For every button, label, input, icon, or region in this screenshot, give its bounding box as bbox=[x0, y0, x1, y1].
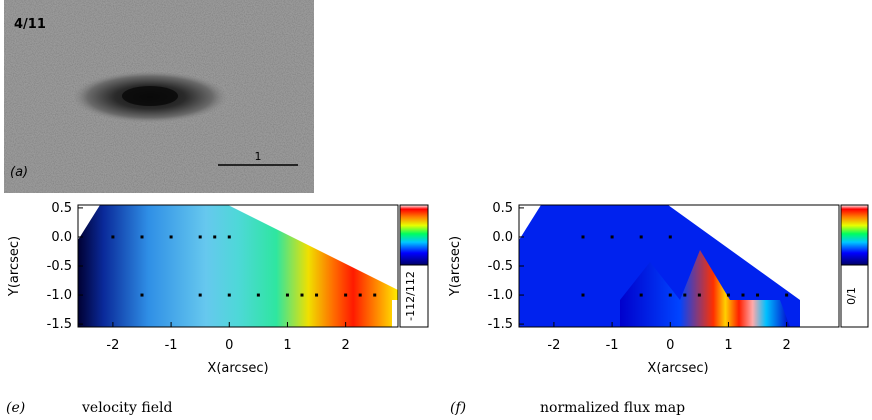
panel-e-caption: velocity field bbox=[81, 400, 173, 416]
x-tick-label: -1 bbox=[606, 338, 619, 353]
sample-point bbox=[726, 293, 730, 297]
sample-point bbox=[668, 293, 672, 297]
sample-point bbox=[198, 235, 202, 239]
panel-f-y-axis: 0.5 0.0 -0.5 -1.0 -1.5 bbox=[488, 201, 524, 332]
panel-e-colorbar-label-box bbox=[399, 264, 429, 328]
x-tick-label: 2 bbox=[341, 338, 349, 353]
sample-point bbox=[213, 235, 217, 239]
x-tick-label: -2 bbox=[106, 338, 119, 353]
panel-e-x-axis: -2 -1 0 1 2 bbox=[106, 322, 350, 353]
panel-e-label: (e) bbox=[6, 400, 25, 416]
sample-point bbox=[344, 293, 348, 297]
panel-f-colorbar-label: 0/1 bbox=[845, 287, 858, 305]
sample-point bbox=[785, 293, 789, 297]
panel-e-colorbar-label: -112/112 bbox=[404, 271, 417, 321]
mask-right bbox=[668, 205, 839, 327]
y-tick-label: -1.0 bbox=[47, 288, 72, 303]
sunspot-umbra bbox=[122, 86, 178, 106]
mask-edge bbox=[392, 300, 398, 327]
panel-f-label: (f) bbox=[450, 400, 466, 416]
panel-a-label: (a) bbox=[10, 165, 28, 180]
panel-e-colorbar bbox=[399, 204, 429, 266]
panel-f-colorbar-label-box bbox=[840, 264, 869, 328]
y-tick-label: 0.0 bbox=[51, 230, 72, 245]
sample-point bbox=[300, 293, 304, 297]
sample-point bbox=[741, 293, 745, 297]
panel-a: 4/11 (a) 1 bbox=[4, 0, 314, 193]
sample-point bbox=[610, 235, 614, 239]
x-tick-label: 1 bbox=[724, 338, 732, 353]
sample-point bbox=[198, 293, 202, 297]
x-tick-label: 2 bbox=[782, 338, 790, 353]
y-tick-label: -1.5 bbox=[488, 317, 513, 332]
panel-a-corner-text: 4/11 bbox=[14, 17, 46, 32]
y-tick-label: 0.5 bbox=[51, 201, 72, 216]
panel-f-x-axis: -2 -1 0 1 2 bbox=[547, 322, 791, 353]
y-tick-label: -1.5 bbox=[47, 317, 72, 332]
sample-point bbox=[111, 235, 115, 239]
y-tick-label: -1.0 bbox=[488, 288, 513, 303]
sample-point bbox=[358, 293, 362, 297]
sample-point bbox=[227, 235, 231, 239]
panel-e-sample-points bbox=[111, 235, 377, 297]
panel-f-xlabel: X(arcsec) bbox=[647, 361, 708, 376]
sample-point bbox=[315, 293, 319, 297]
sample-point bbox=[697, 293, 701, 297]
sample-point bbox=[639, 235, 643, 239]
sample-point bbox=[639, 293, 643, 297]
panel-e-y-axis: 0.5 0.0 -0.5 -1.0 -1.5 bbox=[47, 201, 83, 332]
sample-point bbox=[140, 235, 144, 239]
sample-point bbox=[668, 235, 672, 239]
panel-f-caption: normalized flux map bbox=[540, 400, 685, 416]
x-tick-label: -2 bbox=[547, 338, 560, 353]
sample-point bbox=[683, 293, 687, 297]
x-tick-label: 0 bbox=[666, 338, 674, 353]
sample-point bbox=[285, 293, 289, 297]
sample-point bbox=[169, 235, 173, 239]
sample-point bbox=[756, 293, 760, 297]
y-tick-label: 0.5 bbox=[492, 201, 513, 216]
panel-e: -2 -1 0 1 2 0.5 0.0 -0.5 -1.0 -1.5 X(arcsec) Y(a… bbox=[6, 201, 429, 416]
x-tick-label: -1 bbox=[165, 338, 178, 353]
y-tick-label: -0.5 bbox=[488, 259, 513, 274]
panel-f-sample-points bbox=[581, 235, 789, 297]
scale-bar-label: 1 bbox=[255, 150, 262, 163]
sample-point bbox=[581, 293, 585, 297]
flux-map-bright-region bbox=[620, 250, 790, 327]
sample-point bbox=[373, 293, 377, 297]
x-tick-label: 1 bbox=[283, 338, 291, 353]
panel-f-colorbar bbox=[840, 204, 869, 266]
mask-top-right bbox=[228, 205, 398, 290]
sample-point bbox=[581, 235, 585, 239]
y-tick-label: 0.0 bbox=[492, 230, 513, 245]
sample-point bbox=[256, 293, 260, 297]
mask-top-left bbox=[519, 205, 541, 240]
x-tick-label: 0 bbox=[225, 338, 233, 353]
y-tick-label: -0.5 bbox=[47, 259, 72, 274]
panel-e-xlabel: X(arcsec) bbox=[207, 361, 268, 376]
panel-e-ylabel: Y(arcsec) bbox=[7, 236, 22, 297]
sample-point bbox=[140, 293, 144, 297]
mask-top-left bbox=[78, 205, 100, 240]
sample-point bbox=[227, 293, 231, 297]
panel-f-ylabel: Y(arcsec) bbox=[448, 236, 463, 297]
panel-f: -2 -1 0 1 2 0.5 0.0 -0.5 -1.0 -1.5 X(arcsec) Y(a… bbox=[448, 201, 869, 416]
